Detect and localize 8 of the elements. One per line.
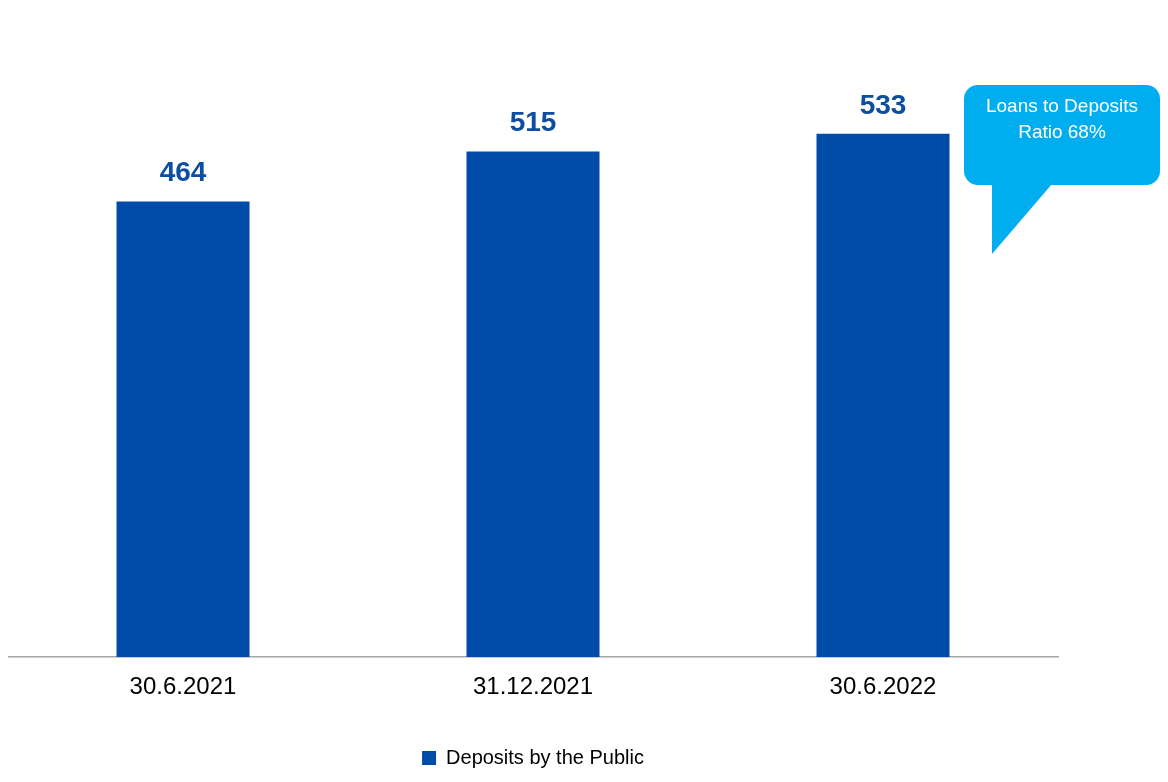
- data-label: 533: [859, 88, 907, 120]
- data-label: 515: [509, 106, 557, 138]
- x-tick-label: 30.6.2021: [129, 672, 237, 700]
- data-label: 464: [159, 156, 207, 188]
- x-tick-label: 31.12.2021: [472, 672, 594, 700]
- annotation: Loans to Deposits Ratio 68%: [984, 94, 1140, 144]
- x-tick-label: 30.6.2022: [829, 672, 937, 700]
- legend-label: Deposits by the Public: [446, 745, 644, 768]
